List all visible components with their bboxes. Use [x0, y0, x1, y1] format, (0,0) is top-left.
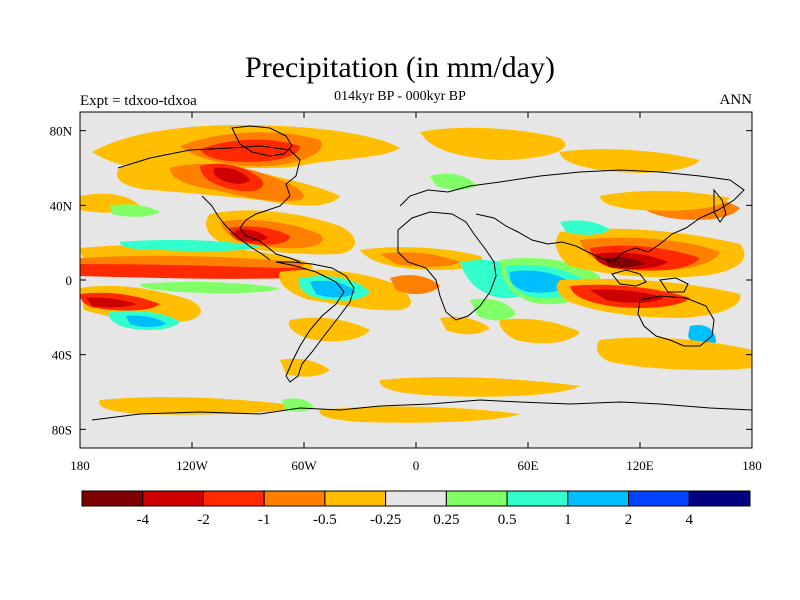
coastline	[397, 211, 497, 321]
anomaly-region	[110, 204, 160, 217]
anomaly-region	[140, 281, 280, 294]
coastline	[231, 125, 293, 157]
anomaly-region	[86, 297, 136, 308]
colorbar-label: 1	[564, 512, 572, 528]
anomaly-region	[213, 167, 250, 184]
colorbar-swatch	[445, 490, 508, 507]
anomaly-region	[390, 275, 440, 295]
anomaly-field	[80, 125, 752, 423]
lat-tick-label: 40N	[50, 198, 73, 213]
lon-tick-label: 60W	[291, 458, 317, 473]
colorbar-label: -0.25	[370, 512, 401, 528]
colorbar-swatch	[202, 490, 265, 507]
anomaly-region	[310, 280, 356, 298]
colorbar-swatch	[628, 490, 690, 507]
lat-tick-label: 80S	[52, 422, 72, 437]
anomaly-region	[280, 358, 330, 377]
anomaly-region	[560, 220, 610, 235]
lon-tick-label: 180	[742, 458, 762, 473]
experiment-label: Expt = tdxoo-tdxoa	[80, 93, 197, 109]
axis-ticks: 180 120W 60W 0 60E 120E 180 80N 40N 0 40S 80S	[50, 112, 762, 473]
lat-tick-label: 40S	[52, 348, 72, 363]
anomaly-region	[430, 173, 476, 190]
coastline	[399, 169, 745, 263]
map-subtitle: 014kyr BP - 000kyr BP	[334, 89, 466, 104]
anomaly-region	[420, 127, 566, 160]
anomaly-region	[120, 239, 260, 252]
coastline	[201, 195, 271, 261]
lon-tick-label: 0	[413, 458, 420, 473]
colorbar: -4 -2 -1 -0.5 -0.25 0.25 0.5 1 2 4	[81, 490, 751, 528]
lon-tick-label: 120W	[176, 458, 209, 473]
anomaly-region	[499, 318, 580, 344]
colorbar-label: -4	[136, 512, 149, 528]
anomaly-region	[319, 406, 520, 423]
colorbar-label: 4	[686, 512, 694, 528]
colorbar-swatch	[567, 490, 630, 507]
lat-tick-label: 80N	[50, 124, 73, 139]
colorbar-swatch	[688, 490, 751, 507]
colorbar-label: -1	[258, 512, 271, 528]
anomaly-region	[596, 337, 752, 370]
anomaly-region	[126, 315, 166, 327]
coastlines	[91, 125, 752, 421]
coastline	[275, 261, 355, 383]
anomaly-region	[379, 377, 580, 397]
colorbar-label: 0.25	[433, 512, 459, 528]
colorbar-swatch	[263, 490, 326, 507]
colorbar-swatch	[142, 490, 204, 507]
anomaly-region	[590, 289, 664, 303]
colorbar-swatch	[324, 490, 387, 507]
anomaly-region	[80, 255, 304, 268]
coastline	[91, 399, 752, 421]
anomaly-region	[99, 397, 300, 415]
colorbar-label: -0.5	[313, 512, 337, 528]
anomaly-region	[380, 252, 460, 267]
lon-tick-label: 120E	[626, 458, 654, 473]
colorbar-swatch	[385, 490, 447, 507]
coastline	[637, 295, 715, 347]
colorbar-label: 0.5	[498, 512, 517, 528]
map-title: Precipitation (in mm/day)	[245, 51, 555, 84]
colorbar-label: -2	[197, 512, 210, 528]
season-label: ANN	[719, 92, 753, 108]
coastline	[611, 269, 647, 287]
coastline	[713, 188, 727, 223]
lat-tick-label: 0	[66, 273, 73, 288]
colorbar-swatch	[81, 490, 144, 507]
anomaly-region	[560, 149, 700, 173]
colorbar-label: 2	[625, 512, 633, 528]
coastline	[659, 277, 689, 293]
anomaly-region	[600, 190, 730, 211]
lon-tick-label: 180	[70, 458, 90, 473]
colorbar-swatch	[506, 490, 569, 507]
coastline	[117, 145, 301, 263]
anomaly-region	[440, 316, 490, 335]
anomaly-region	[509, 270, 570, 293]
lon-tick-label: 60E	[518, 458, 539, 473]
